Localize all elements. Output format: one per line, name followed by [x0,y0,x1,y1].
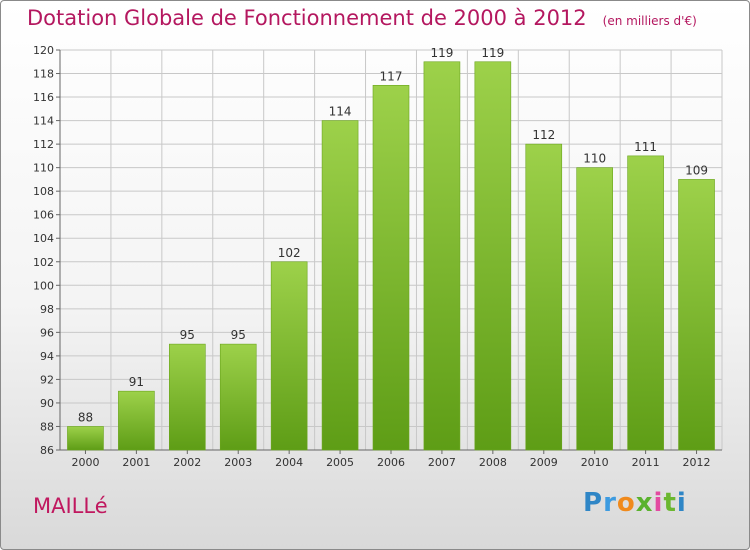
proxiti-logo: Proxiti [583,488,687,518]
value-label: 88 [78,410,93,424]
y-tick-label: 116 [33,91,54,104]
bar-2011 [627,155,664,451]
value-label: 102 [278,246,301,260]
y-tick-label: 86 [40,444,54,457]
bar-2003 [219,343,257,451]
x-tick-label: 2005 [326,456,354,469]
x-tick-label: 2000 [71,456,99,469]
x-tick-label: 2008 [479,456,507,469]
bar-2001 [118,390,155,451]
value-label: 117 [380,69,403,83]
x-tick-label: 2012 [683,456,711,469]
y-tick-label: 96 [40,326,54,339]
value-label: 110 [583,152,606,166]
value-label: 95 [180,328,195,342]
place-name: MAILLé [33,494,108,518]
value-label: 112 [532,128,555,142]
bars: 88 91 95 95 102 114 117 119 119 112 110 111 109 [67,46,715,451]
y-tick-label: 102 [33,256,54,269]
y-tick-label: 110 [33,162,54,175]
y-tick-label: 94 [40,350,54,363]
bar-2005 [321,120,359,451]
axes: 86 88 90 92 94 96 98 100 102 104 106 108 110 112 114 11… [33,44,722,469]
x-tick-label: 2003 [224,456,252,469]
y-tick-label: 112 [33,138,54,151]
value-label: 119 [481,46,504,60]
value-label: 91 [129,375,144,389]
value-label: 111 [634,140,657,154]
chart-title: Dotation Globale de Fonctionnement de 20… [27,6,697,30]
y-tick-label: 92 [40,373,54,386]
y-tick-label: 104 [33,232,54,245]
y-tick-label: 106 [33,209,54,222]
value-label: 95 [231,328,246,342]
bar-2010 [576,167,613,451]
x-tick-label: 2010 [581,456,609,469]
x-tick-label: 2002 [173,456,201,469]
y-tick-label: 88 [40,420,54,433]
x-tick-label: 2009 [530,456,558,469]
x-tick-label: 2006 [377,456,405,469]
bar-2012 [678,179,715,451]
y-tick-label: 98 [40,303,54,316]
x-tick-label: 2011 [632,456,660,469]
y-tick-label: 114 [33,115,54,128]
unit-label: (en milliers d'€) [602,14,697,28]
y-tick-label: 118 [33,68,54,81]
y-tick-label: 120 [33,44,54,57]
bar-2004 [270,261,308,451]
y-tick-label: 100 [33,279,54,292]
x-tick-label: 2007 [428,456,456,469]
y-tick-label: 108 [33,185,54,198]
bar-2007 [423,61,461,451]
bar-2002 [169,343,206,451]
value-label: 114 [329,105,352,119]
value-label: 109 [685,163,708,177]
bar-2000 [67,426,104,451]
bar-2008 [474,61,512,451]
bar-2009 [525,143,563,451]
bar-2006 [372,84,410,451]
y-tick-label: 90 [40,397,54,410]
value-label: 119 [430,46,453,60]
x-tick-label: 2004 [275,456,303,469]
x-tick-label: 2001 [122,456,150,469]
